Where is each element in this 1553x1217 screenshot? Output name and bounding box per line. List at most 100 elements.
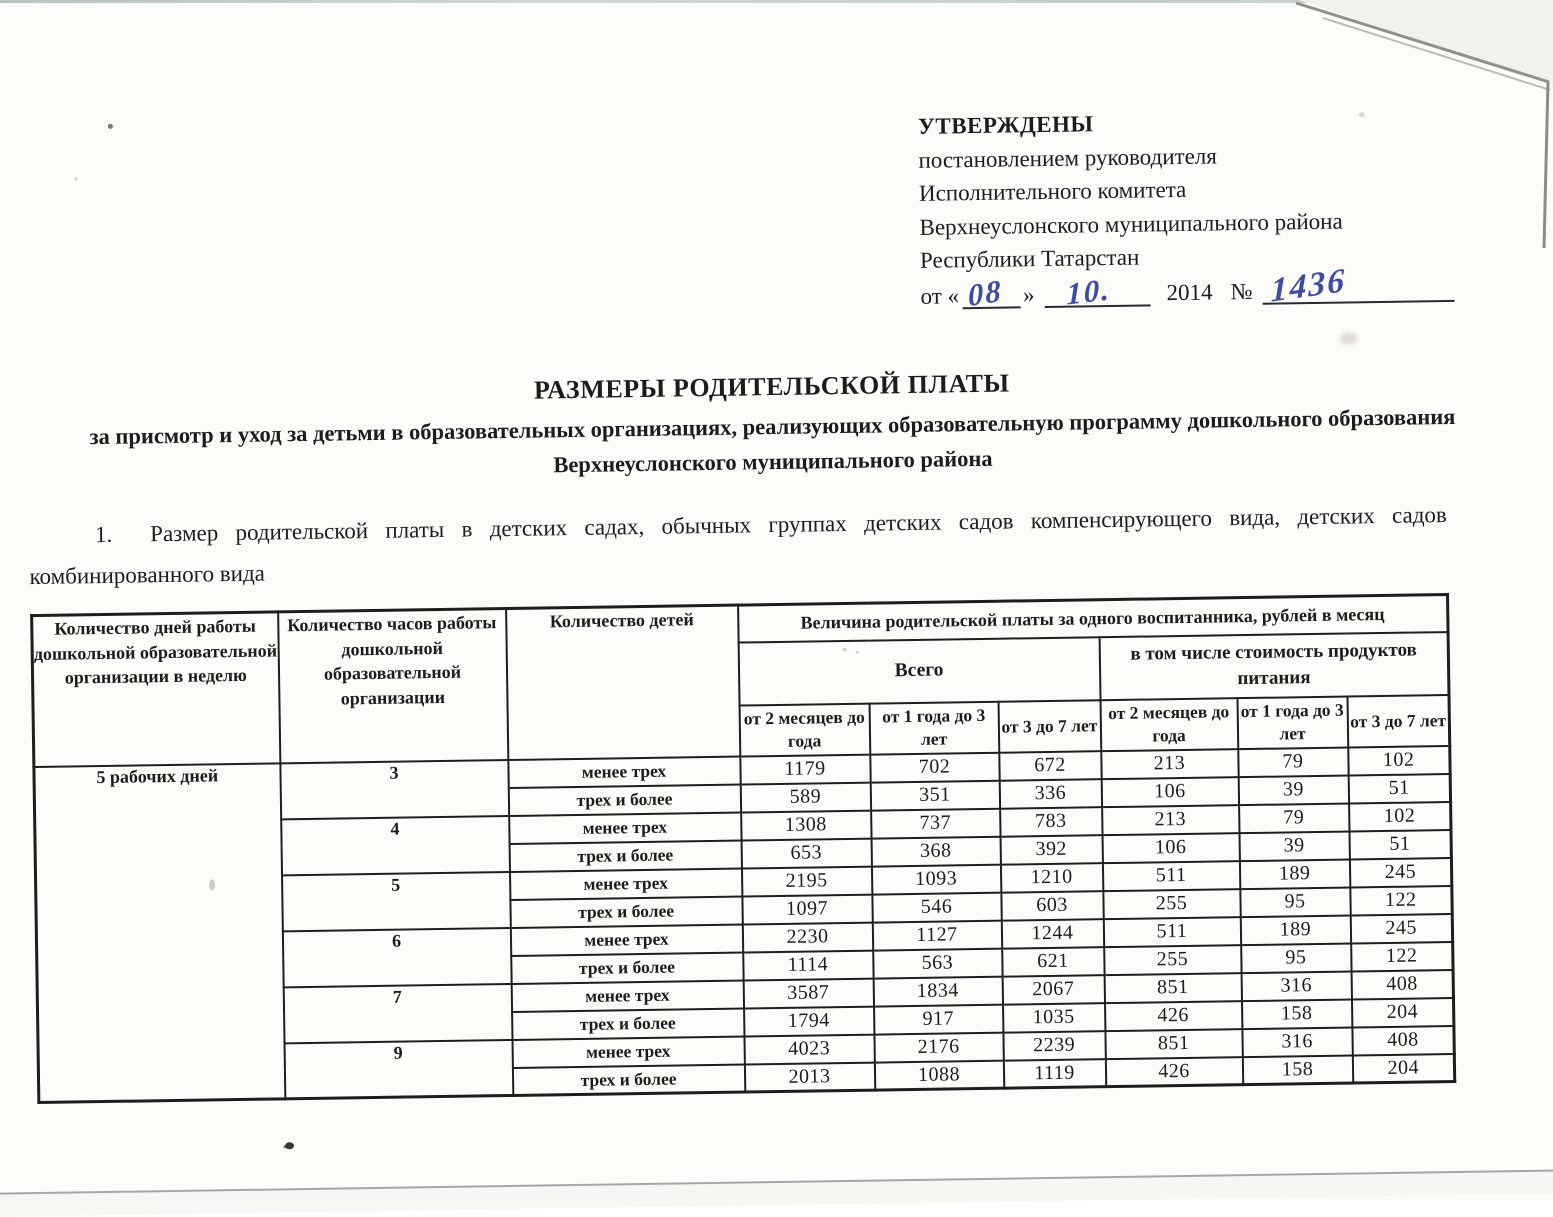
cell-value: 79 (1238, 803, 1349, 833)
cell-value: 245 (1349, 857, 1452, 888)
scan-speck (855, 650, 859, 654)
cell-value: 79 (1237, 747, 1349, 777)
cell-hours: 6 (282, 927, 512, 987)
cell-value: 603 (1000, 890, 1104, 921)
document-subtitle: за присмотр и уход за детьми в образоват… (89, 403, 1456, 478)
header-total: Всего (738, 636, 1101, 706)
scan-speck (74, 177, 78, 181)
cell-value: 106 (1102, 832, 1240, 863)
date-day-blank: 08 (961, 272, 1021, 313)
cell-children: менее трех (509, 868, 742, 900)
cell-value: 1114 (742, 950, 874, 981)
cell-value: 368 (871, 836, 1001, 867)
date-quote-close: » (1022, 281, 1035, 307)
cell-value: 408 (1351, 1025, 1455, 1056)
cell-hours: 5 (281, 871, 511, 931)
cell-value: 737 (870, 808, 1001, 839)
cell-value: 204 (1351, 997, 1454, 1028)
cell-value: 316 (1241, 971, 1352, 1001)
cell-children: менее трех (511, 980, 744, 1012)
cell-value: 213 (1100, 748, 1239, 779)
cell-value: 95 (1240, 943, 1352, 973)
cell-value: 189 (1239, 859, 1350, 889)
cell-value: 1179 (739, 754, 871, 785)
header-age-1-3-food: от 1 года до 3 лет (1236, 696, 1348, 749)
cell-children: трех и более (512, 1064, 745, 1096)
cell-value: 2176 (873, 1032, 1004, 1063)
cell-days: 5 рабочих дней (33, 762, 285, 1103)
scan-speck (284, 1142, 295, 1150)
cell-value: 1093 (871, 864, 1001, 895)
cell-children: трех и более (509, 840, 742, 872)
cell-value: 39 (1239, 831, 1350, 861)
cell-value: 1210 (1000, 862, 1103, 893)
cell-value: 204 (1352, 1053, 1455, 1084)
cell-value: 2195 (741, 866, 872, 897)
scan-speck (866, 527, 870, 531)
scan-speck (209, 879, 216, 891)
cell-value: 546 (871, 892, 1002, 923)
cell-value: 106 (1101, 776, 1239, 807)
cell-value: 511 (1102, 860, 1240, 891)
cell-value: 158 (1241, 999, 1352, 1029)
cell-value: 336 (999, 778, 1102, 809)
handwritten-month: 10. (1066, 270, 1112, 312)
cell-children: менее трех (511, 1036, 745, 1068)
cell-value: 2230 (742, 922, 873, 953)
cell-value: 511 (1103, 916, 1241, 947)
page-corner-fold (1291, 0, 1553, 250)
cell-hours: 9 (284, 1039, 513, 1099)
cell-hours: 3 (279, 759, 509, 819)
cell-value: 783 (999, 806, 1103, 837)
cell-value: 621 (1001, 946, 1105, 977)
section-text: Размер родительской платы в детских сада… (29, 502, 1447, 590)
cell-children: трех и более (509, 896, 743, 928)
title-block: РАЗМЕРЫ РОДИТЕЛЬСКОЙ ПЛАТЫ за присмотр и… (42, 361, 1503, 490)
cell-value: 1097 (741, 894, 873, 925)
cell-value: 851 (1104, 972, 1242, 1003)
scan-speck (107, 123, 113, 129)
cell-value: 255 (1102, 888, 1241, 919)
cell-value: 245 (1350, 913, 1453, 944)
cell-children: менее трех (508, 812, 742, 844)
cell-value: 1088 (874, 1060, 1004, 1091)
cell-value: 158 (1242, 1055, 1353, 1085)
cell-value: 39 (1238, 775, 1349, 805)
date-prefix: от « (920, 282, 960, 309)
date-month-blank: 10. (1044, 271, 1151, 311)
header-age-0-1-food: от 2 месяцев до года (1100, 697, 1238, 751)
header-food: в том числе стоимость продуктов питания (1099, 631, 1450, 700)
cell-value: 672 (998, 750, 1102, 781)
cell-value: 1127 (872, 920, 1002, 951)
cell-value: 1308 (740, 810, 872, 841)
cell-value: 3587 (743, 978, 874, 1009)
cell-value: 255 (1103, 944, 1242, 975)
cell-value: 702 (869, 752, 1000, 783)
cell-children: трех и более (511, 1008, 744, 1040)
cell-value: 122 (1350, 941, 1454, 972)
cell-value: 851 (1104, 1028, 1243, 1059)
handwritten-number: 1436 (1270, 261, 1347, 310)
cell-value: 563 (872, 948, 1003, 979)
cell-value: 392 (1000, 834, 1103, 865)
cell-value: 408 (1351, 969, 1454, 1000)
cell-value: 122 (1349, 885, 1453, 916)
header-age-1-3: от 1 года до 3 лет (869, 701, 999, 755)
cell-children: менее трех (507, 756, 741, 788)
header-children: Количество детей (505, 605, 740, 760)
cell-hours: 7 (283, 983, 512, 1043)
header-age-0-1: от 2 месяцев до года (739, 703, 870, 757)
cell-value: 51 (1348, 829, 1452, 860)
cell-children: трех и более (508, 784, 741, 816)
fee-table: Количество дней работы дошкольной образо… (30, 593, 1457, 1105)
section-paragraph: 1. Размер родительской платы в детских са… (29, 494, 1448, 597)
cell-value: 917 (873, 1004, 1003, 1035)
cell-children: трех и более (510, 952, 744, 984)
header-days: Количество дней работы дошкольной образо… (31, 611, 280, 767)
cell-value: 1244 (1001, 918, 1104, 949)
cell-value: 2013 (744, 1062, 875, 1093)
cell-value: 653 (741, 838, 872, 869)
handwritten-day: 08 (966, 272, 1003, 313)
document-number-sign: № (1230, 278, 1253, 304)
cell-value: 4023 (743, 1034, 875, 1065)
